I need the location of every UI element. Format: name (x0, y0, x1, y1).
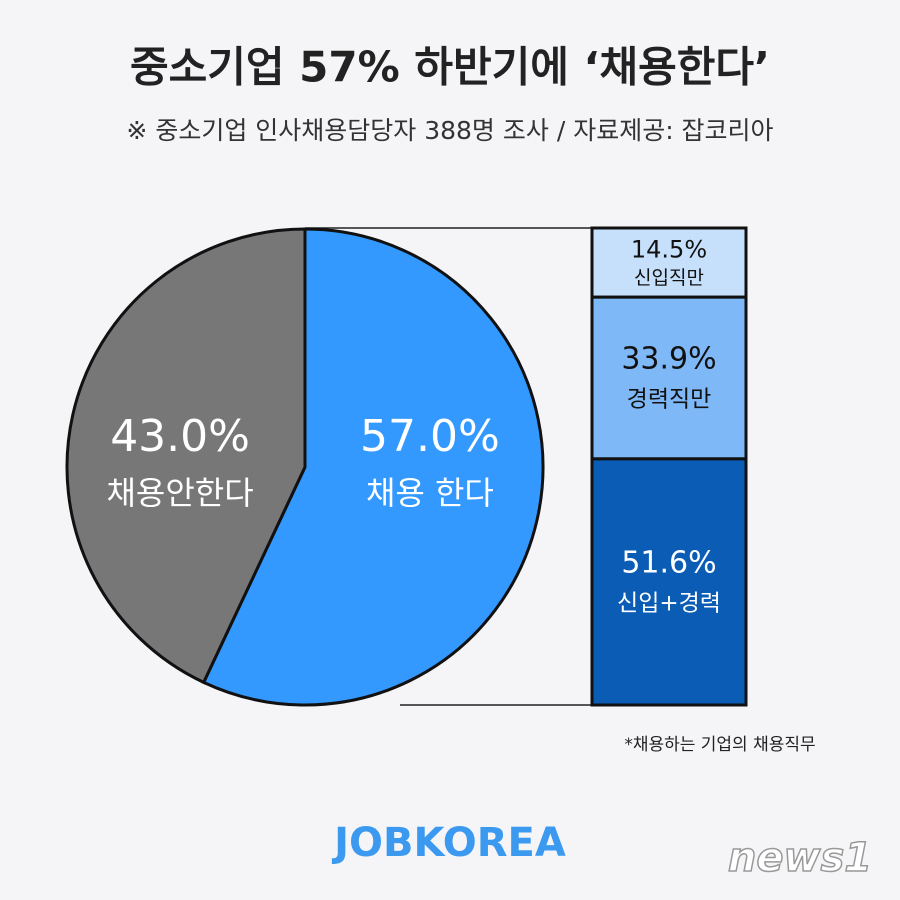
bar-segment (590, 295, 748, 461)
stacked-bar: 14.5% 신입직만 33.9% 경력직만 51.6% 신입+경력 (590, 226, 748, 707)
segment-category-label: 신입직만 (634, 267, 704, 289)
note: *채용하는 기업의 채용직무 (624, 735, 815, 755)
segment-category-label: 신입+경력 (617, 590, 721, 616)
title: 중소기업 57% 하반기에 ‘채용한다’ (130, 43, 770, 92)
logo: JOBKOREA (331, 820, 566, 866)
slice-category-label: 채용 한다 (366, 474, 494, 512)
segment-value-label: 14.5% (631, 236, 707, 264)
bar-segment (590, 226, 748, 299)
slice-value-label: 57.0% (360, 411, 500, 462)
pie-chart: 57.0% 채용 한다 43.0% 채용안한다 (65, 227, 545, 707)
pie-slice (65, 227, 307, 685)
segment-category-label: 경력직만 (627, 387, 712, 413)
segment-value-label: 33.9% (621, 342, 716, 377)
slice-category-label: 채용안한다 (106, 474, 253, 512)
subtitle: ※ 중소기업 인사채용담당자 388명 조사 / 자료제공: 잡코리아 (126, 116, 773, 145)
slice-value-label: 43.0% (110, 411, 250, 462)
segment-value-label: 51.6% (621, 545, 716, 580)
bar-segment (590, 457, 748, 707)
watermark: news1 (728, 835, 872, 881)
pie-slice (201, 227, 545, 707)
